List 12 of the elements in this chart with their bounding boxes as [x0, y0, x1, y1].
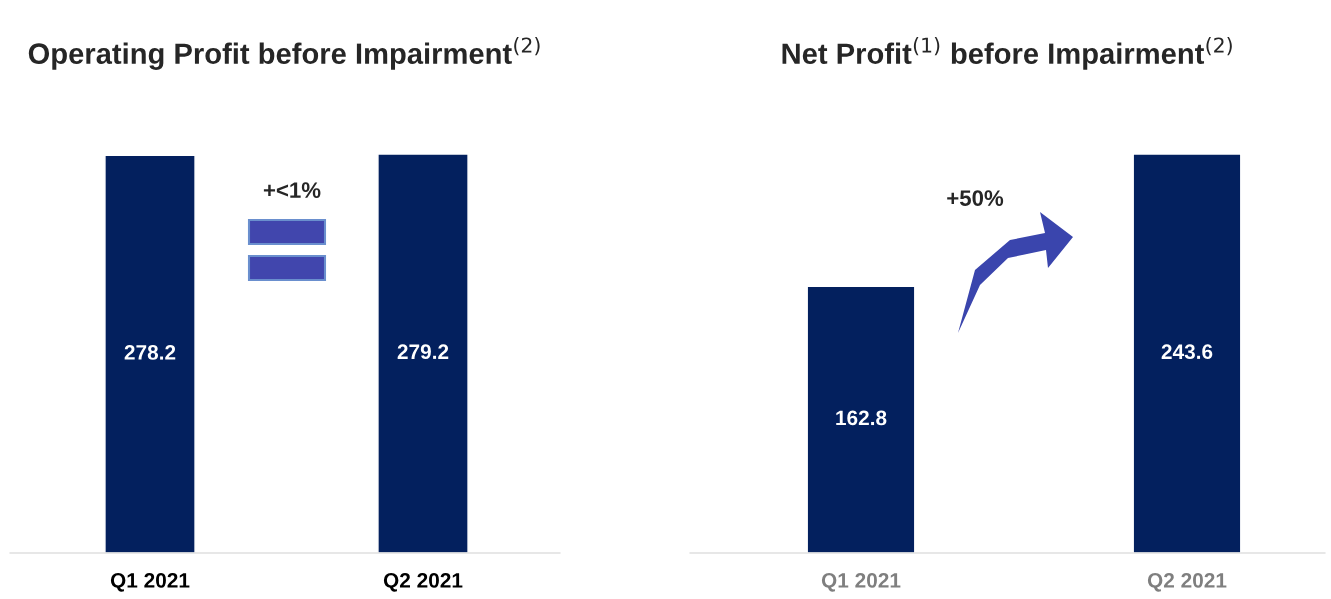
- x-tick-label: Q1 2021: [110, 572, 190, 592]
- chart-title: Net Profit$^{(1)}$ before Impairment$^{(2)}$: [782, 37, 1232, 70]
- annotation: +<1%: [263, 182, 321, 198]
- x-tick-label: Q2 2021: [1147, 572, 1227, 592]
- data-label: 243.6: [1161, 344, 1213, 360]
- x-tick-label: Q2 2021: [383, 572, 463, 592]
- data-label: 279.2: [397, 344, 449, 360]
- chart-title: Operating Profit before Impairment$^{(2)}$: [28, 37, 540, 70]
- annotation: +50%: [947, 190, 1004, 206]
- data-label: 278.2: [124, 345, 176, 360]
- x-tick-label: Q1 2021: [821, 572, 901, 592]
- data-label: 162.8: [836, 410, 887, 426]
